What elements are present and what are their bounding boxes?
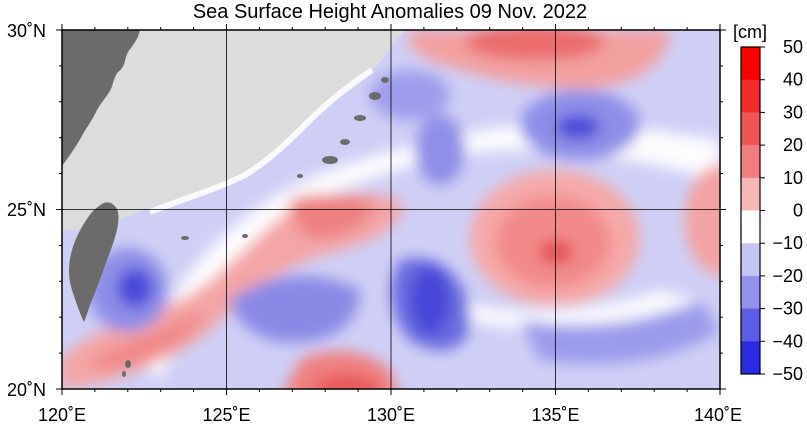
lon-label-130: 130˚E (367, 405, 415, 425)
colorbar-segment (741, 79, 760, 113)
colorbar-label: −30 (772, 299, 803, 319)
colorbar-segment (741, 243, 760, 277)
ssh-anomaly-field (62, 30, 720, 389)
colorbar-label: 30 (783, 102, 803, 122)
land-taiwan (69, 202, 119, 322)
colorbar-label: −40 (772, 331, 803, 351)
colorbar-unit: [cm] (733, 22, 767, 42)
lat-label-25: 25˚N (7, 200, 46, 220)
map-title: Sea Surface Height Anomalies 09 Nov. 202… (193, 1, 587, 23)
land-china-coast (62, 30, 140, 166)
colorbar-labels: 50 40 30 20 10 0 −10 −20 −30 −40 −50 (772, 37, 803, 384)
frame-ticks (56, 24, 726, 395)
colorbar-segment (741, 112, 760, 146)
lon-label-125: 125˚E (202, 405, 250, 425)
lon-label-135: 135˚E (531, 405, 579, 425)
colorbar-label: −50 (772, 364, 803, 384)
colorbar: [cm] 50 40 30 20 10 0 −10 −20 −30 −40 −50 (733, 22, 803, 384)
colorbar-segments (741, 46, 765, 375)
lat-label-30: 30˚N (7, 21, 46, 41)
colorbar-segment (741, 145, 760, 179)
colorbar-label: −10 (772, 233, 803, 253)
colorbar-label: 50 (783, 37, 803, 57)
lon-label-120: 120˚E (38, 405, 86, 425)
colorbar-segment (741, 341, 760, 375)
colorbar-label: 10 (783, 168, 803, 188)
lon-label-140: 140˚E (694, 405, 742, 425)
colorbar-label: 0 (793, 201, 803, 221)
land-ryukyu-islands (122, 77, 389, 377)
colorbar-segment (741, 210, 760, 244)
colorbar-segment (741, 308, 760, 342)
longitude-labels: 120˚E 125˚E 130˚E 135˚E 140˚E (38, 405, 742, 425)
colorbar-label: 40 (783, 70, 803, 90)
colorbar-segment (741, 177, 760, 211)
colorbar-segment (741, 275, 760, 310)
colorbar-label: 20 (783, 135, 803, 155)
lat-label-20: 20˚N (7, 380, 46, 400)
colorbar-frame (740, 46, 761, 375)
colorbar-label: −20 (772, 266, 803, 286)
graticule (62, 30, 720, 389)
map-area (62, 30, 720, 389)
shelf-no-data-region (62, 30, 405, 230)
latitude-labels: 30˚N 25˚N 20˚N (7, 21, 46, 400)
colorbar-segment (741, 47, 760, 81)
